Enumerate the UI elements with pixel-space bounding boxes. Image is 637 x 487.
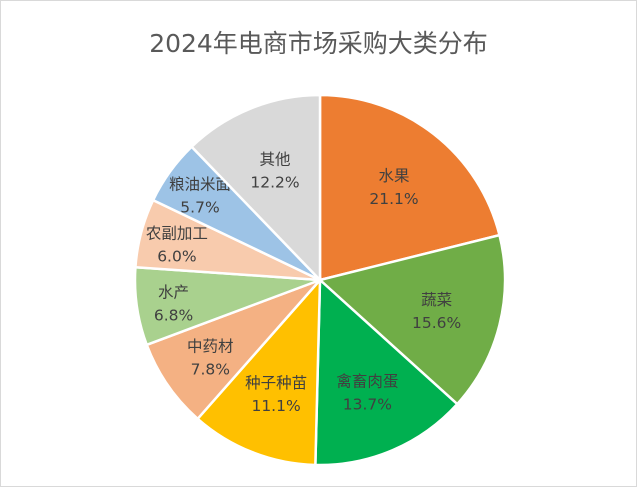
- data-label-value: 13.7%: [343, 396, 392, 414]
- data-label-category: 水果: [378, 167, 409, 185]
- data-label-value: 5.7%: [180, 198, 219, 216]
- data-label-category: 粮油米面: [169, 175, 231, 193]
- pie-slice-8: [189, 93, 322, 284]
- data-label-category: 水产: [158, 283, 189, 301]
- data-label-value: 6.8%: [154, 306, 193, 324]
- data-label-value: 6.0%: [157, 247, 196, 265]
- pie-slice-2: [314, 277, 459, 467]
- pie-slice-3: [195, 276, 322, 467]
- data-label-value: 15.6%: [412, 314, 461, 332]
- data-label-category: 蔬菜: [421, 291, 452, 309]
- chart-title: 2024年电商市场采购大类分布: [149, 29, 488, 58]
- data-label-value: 11.1%: [251, 397, 300, 415]
- data-label-value: 21.1%: [369, 190, 418, 208]
- data-label-value: 12.2%: [250, 173, 299, 191]
- data-label-category: 种子种苗: [245, 374, 307, 392]
- data-label-category: 其他: [260, 150, 291, 168]
- data-label-category: 中药材: [187, 338, 234, 356]
- pie-slice-1: [317, 233, 507, 406]
- pie-slice-0: [318, 93, 501, 282]
- data-label-category: 禽畜肉蛋: [336, 373, 398, 391]
- data-label-value: 7.8%: [191, 361, 230, 379]
- data-label-category: 农副加工: [146, 224, 208, 242]
